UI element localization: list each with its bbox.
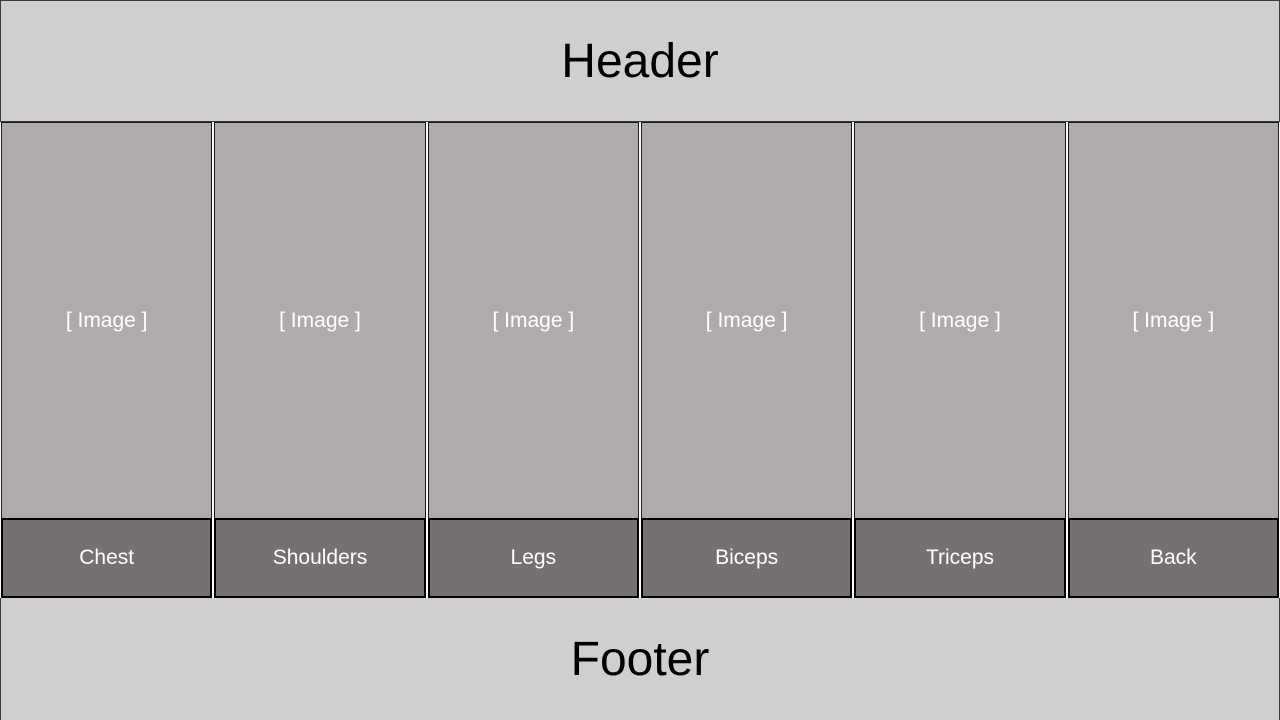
- category-label: Shoulders: [272, 546, 368, 569]
- image-placeholder-label: [ Image ]: [492, 308, 575, 332]
- category-card-legs: [ Image ] Legs: [427, 122, 639, 598]
- image-placeholder-label: [ Image ]: [1132, 308, 1215, 332]
- image-placeholder: [ Image ]: [640, 122, 853, 518]
- image-placeholder: [ Image ]: [214, 122, 426, 518]
- image-placeholder: [ Image ]: [427, 122, 639, 518]
- image-placeholder-label: [ Image ]: [279, 308, 361, 332]
- image-placeholder: [ Image ]: [1067, 122, 1279, 518]
- image-placeholder-label: [ Image ]: [919, 308, 1001, 332]
- category-card-shoulders: [ Image ] Shoulders: [214, 122, 426, 598]
- footer-title: Footer: [570, 633, 710, 686]
- category-label: Back: [1149, 546, 1197, 569]
- category-label: Triceps: [925, 546, 995, 569]
- shoulders-button[interactable]: Shoulders: [214, 518, 426, 598]
- header-title: Header: [561, 35, 719, 88]
- image-placeholder: [ Image ]: [1, 122, 213, 518]
- category-grid: [ Image ] Chest [ Image ] Shoulders [ Im…: [1, 122, 1279, 598]
- chest-button[interactable]: Chest: [1, 518, 213, 598]
- category-card-biceps: [ Image ] Biceps: [640, 122, 853, 598]
- category-label: Biceps: [715, 546, 779, 569]
- back-button[interactable]: Back: [1067, 518, 1279, 598]
- category-card-triceps: [ Image ] Triceps: [854, 122, 1066, 598]
- category-label: Legs: [510, 546, 557, 569]
- image-placeholder-label: [ Image ]: [705, 308, 788, 332]
- image-placeholder: [ Image ]: [854, 122, 1066, 518]
- category-card-back: [ Image ] Back: [1067, 122, 1279, 598]
- category-label: Chest: [79, 546, 135, 569]
- header: Header: [0, 0, 1280, 122]
- footer: Footer: [0, 598, 1280, 720]
- legs-button[interactable]: Legs: [427, 518, 639, 598]
- triceps-button[interactable]: Triceps: [854, 518, 1066, 598]
- image-placeholder-label: [ Image ]: [65, 308, 148, 332]
- category-card-chest: [ Image ] Chest: [1, 122, 213, 598]
- biceps-button[interactable]: Biceps: [640, 518, 853, 598]
